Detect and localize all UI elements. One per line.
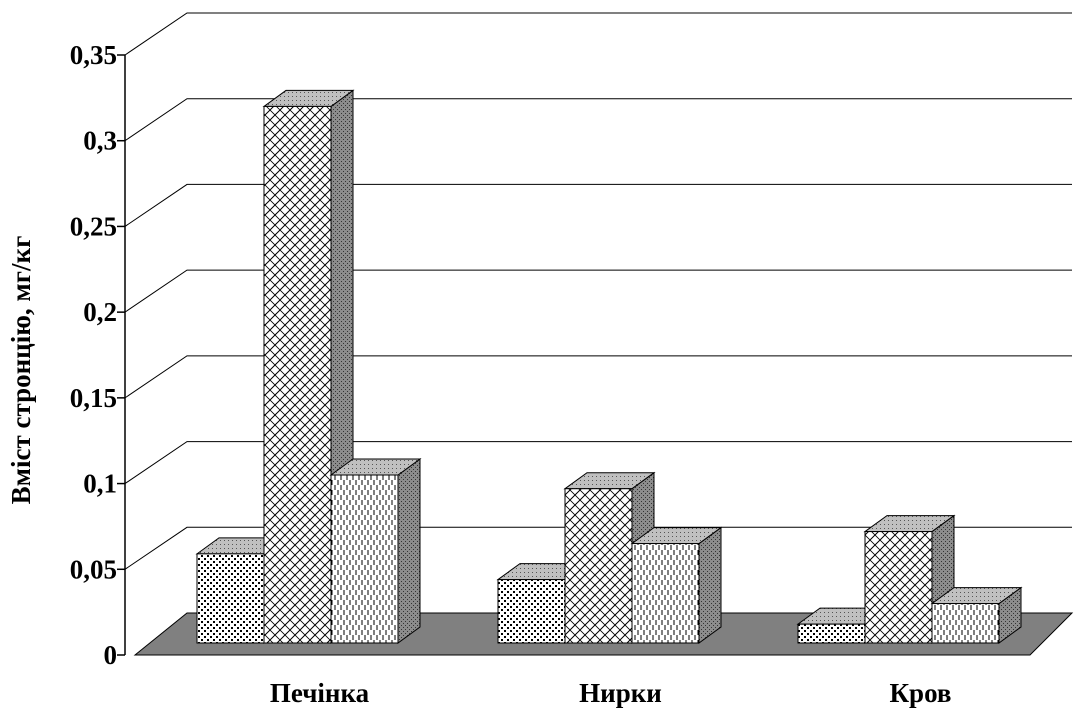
bar-front-face — [196, 553, 265, 644]
y-tick-label: 0,15 — [70, 383, 117, 413]
bars — [195, 89, 1023, 644]
bar-front-face — [931, 603, 1000, 644]
bar-side-face — [698, 526, 722, 644]
y-tick-labels: 0 0,05 0,1 0,15 0,2 0,25 0,3 0,35 — [70, 40, 117, 670]
y-tick-label: 0,35 — [70, 40, 117, 70]
gridline — [124, 441, 1072, 484]
bar-front-face — [263, 105, 332, 644]
gridline — [124, 269, 1072, 313]
y-axis — [117, 54, 126, 656]
bar — [329, 458, 422, 644]
y-tick-label: 0 — [104, 640, 118, 670]
gridline — [124, 12, 1072, 56]
bar-front-face — [797, 623, 866, 644]
gridline — [124, 526, 1072, 570]
category-label: Нирки — [579, 678, 662, 708]
gridlines — [124, 12, 1072, 570]
y-tick-label: 0,3 — [83, 126, 117, 156]
bar — [630, 526, 723, 644]
y-tick-label: 0,2 — [83, 297, 117, 327]
y-tick-label: 0,05 — [70, 554, 117, 584]
bar-front-face — [564, 488, 633, 644]
bar-side-face — [397, 458, 421, 644]
bar-front-face — [864, 531, 933, 644]
category-label: Печінка — [270, 678, 370, 708]
gridline — [124, 355, 1072, 399]
y-axis-title: Вміст стронцію, мг/кг — [6, 236, 36, 505]
bar-front-face — [497, 579, 566, 644]
gridline — [124, 183, 1072, 227]
gridline — [124, 98, 1072, 142]
bar-front-face — [631, 543, 700, 644]
chart-walls — [124, 12, 1072, 56]
category-label: Кров — [889, 678, 951, 708]
y-tick-label: 0,25 — [70, 211, 117, 241]
back-wall-edge — [124, 12, 1072, 56]
bar — [930, 586, 1023, 644]
bar-front-face — [330, 474, 399, 644]
y-tick-label: 0,1 — [83, 469, 117, 499]
category-labels: Печінка Нирки Кров — [270, 678, 952, 708]
